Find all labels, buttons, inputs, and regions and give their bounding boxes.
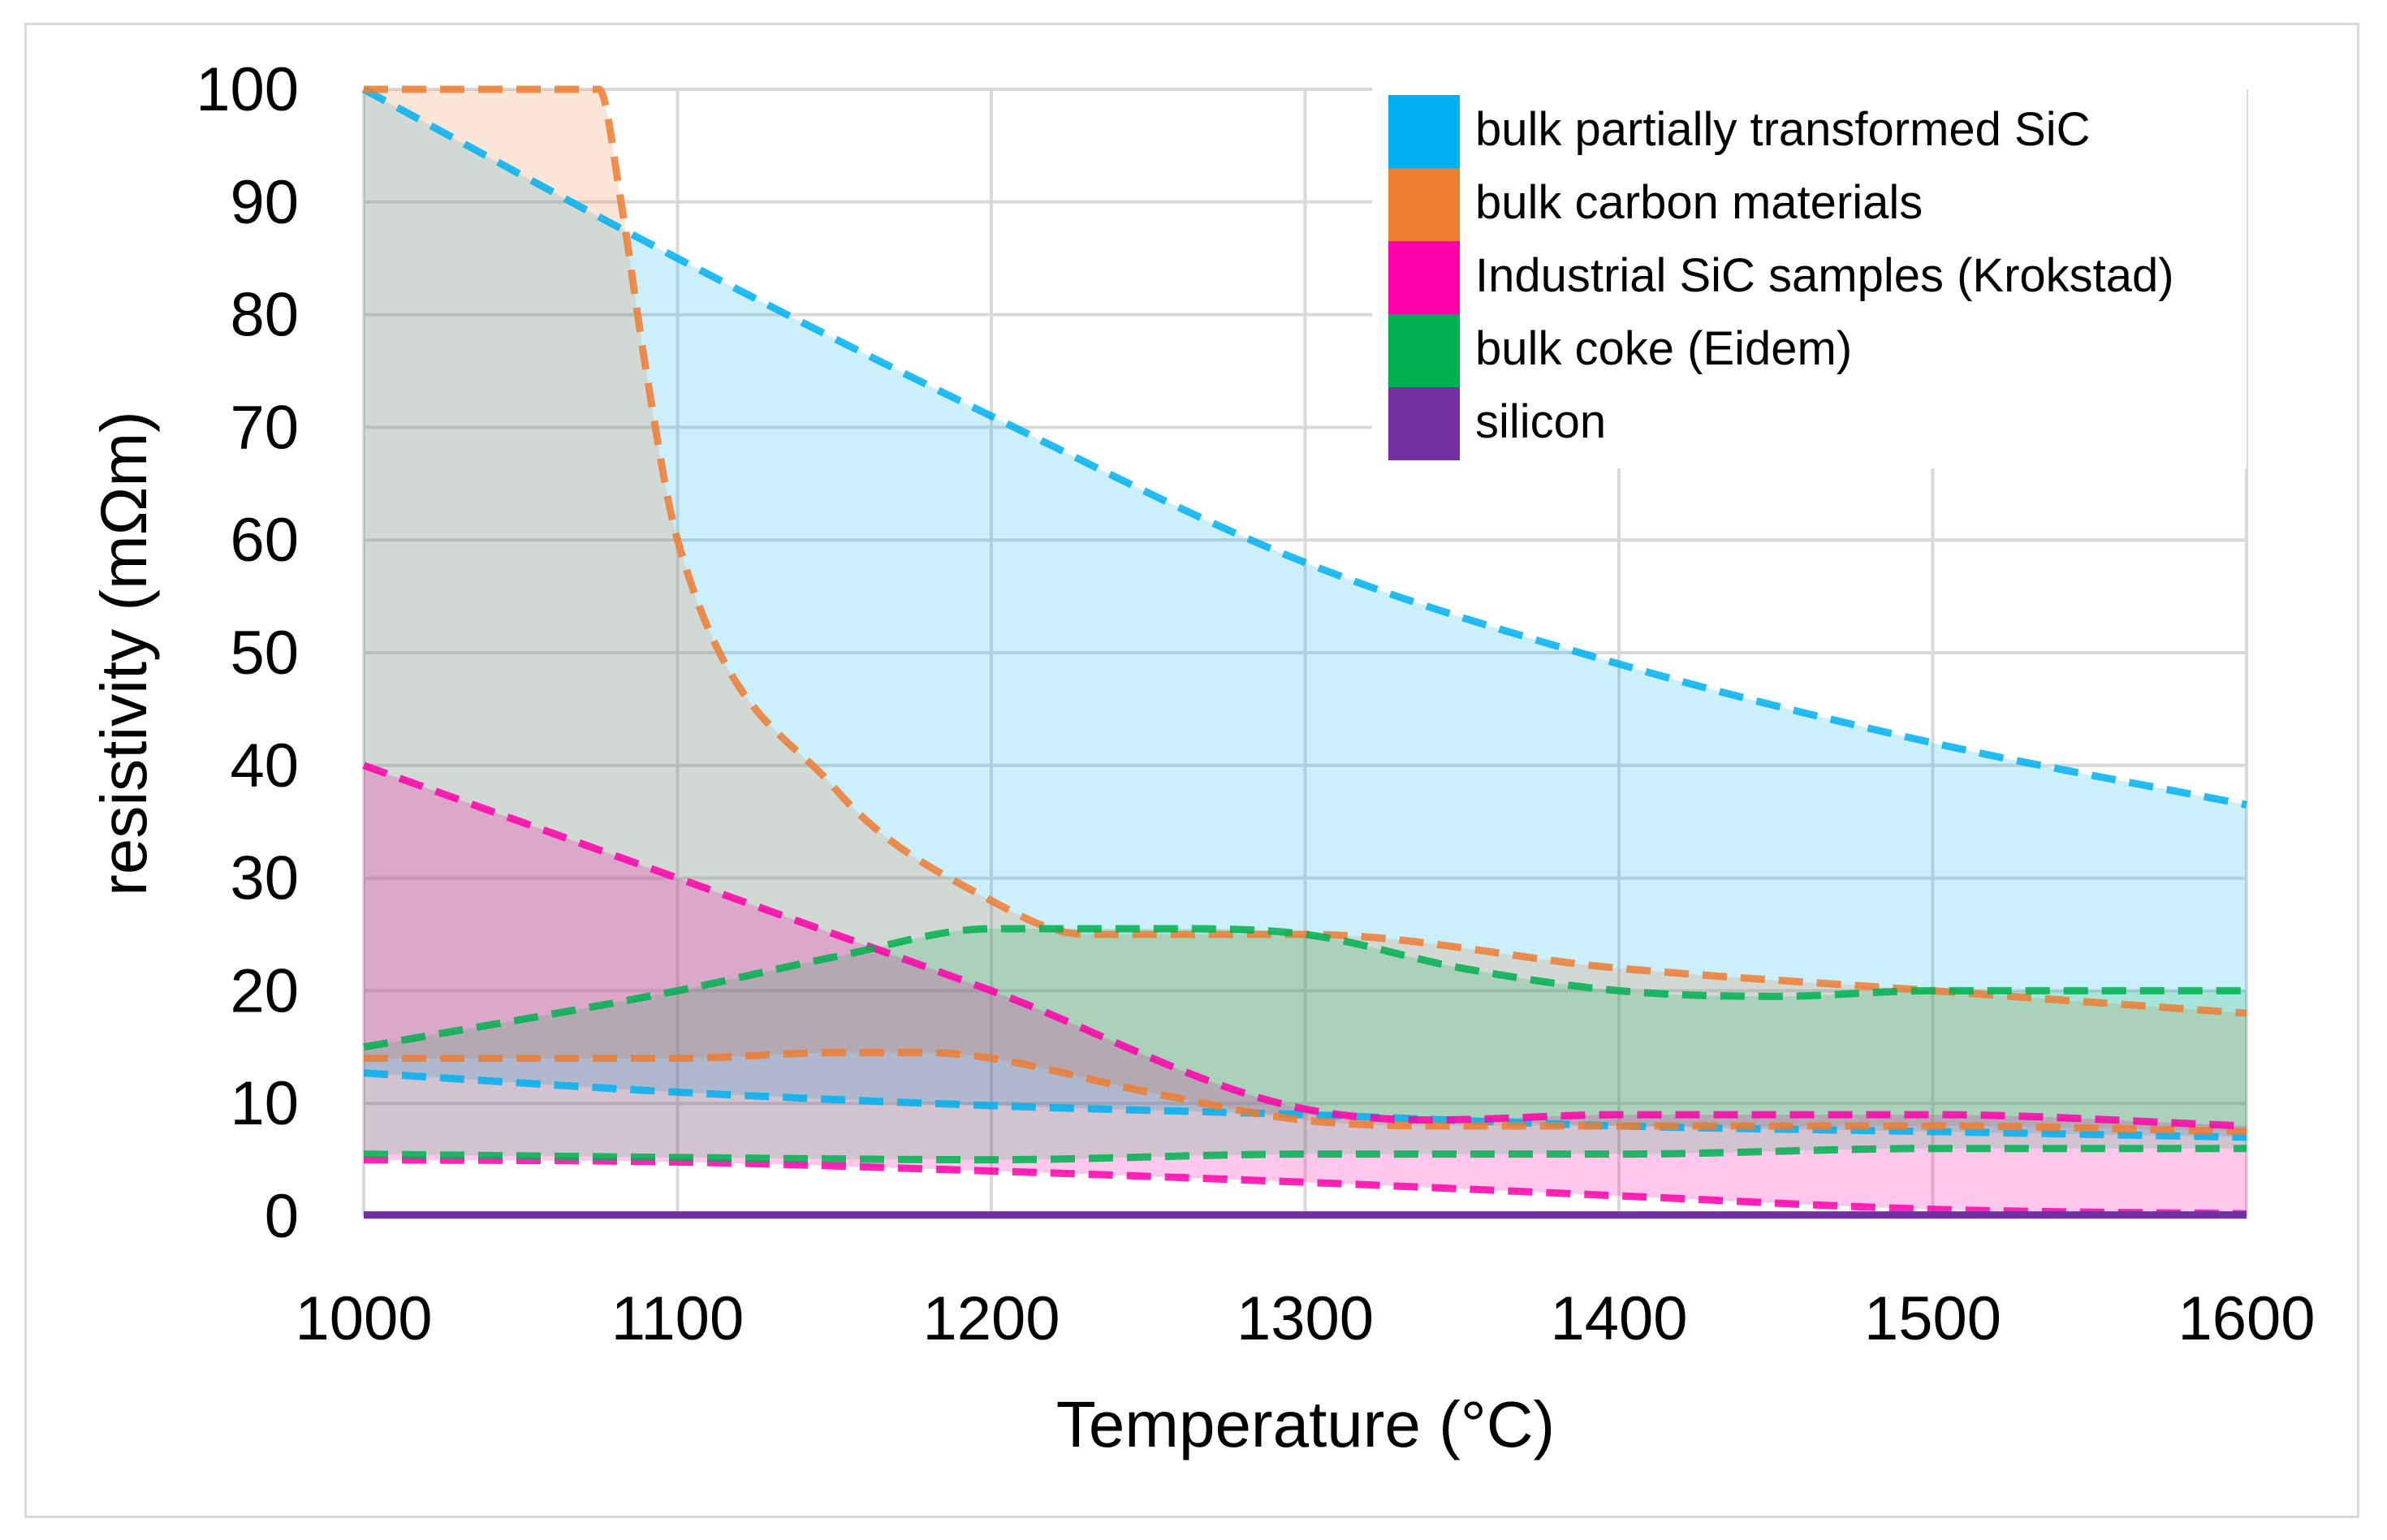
band-fill-bulk-carbon-materials [364, 89, 2247, 1132]
band-lines [361, 85, 2247, 1219]
y-tick-label-50: 50 [230, 619, 299, 688]
y-tick-label-0: 0 [265, 1182, 299, 1251]
x-tick-label-1400: 1400 [1550, 1284, 1687, 1353]
band-upper-line-bulk-partially-transformed-sic [361, 86, 2247, 809]
x-tick-label-1200: 1200 [922, 1284, 1060, 1353]
y-tick-label-10: 10 [230, 1069, 299, 1138]
band-lower-line-industrial-sic-samples-krokstad [363, 1156, 2247, 1218]
legend: bulk partially transformed SiC bulk carbo… [1372, 87, 2247, 468]
legend-label-industrial-sic-samples-krokstad: Industrial SiC samples (Krokstad) [1475, 249, 2174, 302]
legend-label-silicon: silicon [1475, 395, 1606, 448]
legend-swatch-silicon [1388, 387, 1460, 460]
y-axis-title: resistivity (mΩm) [88, 411, 160, 896]
legend-swatch-bulk-coke-eidem [1388, 314, 1460, 387]
y-tick-label-90: 90 [230, 168, 299, 237]
x-tick-label-1500: 1500 [1864, 1284, 2001, 1353]
legend-swatch-bulk-carbon-materials [1388, 168, 1460, 241]
y-tick-label-30: 30 [230, 844, 299, 913]
tick-labels: 0 10 20 30 40 50 60 70 80 90 100 1000 1100 1200 1300 14… [196, 55, 2315, 1353]
band-lower-line-bulk-coke-eidem [363, 1145, 2247, 1164]
legend-label-bulk-partially-transformed-sic: bulk partially transformed SiC [1475, 103, 2091, 156]
y-tick-label-80: 80 [230, 281, 299, 350]
y-tick-label-70: 70 [230, 393, 299, 462]
band-upper-line-industrial-sic-samples-krokstad [362, 761, 2247, 1130]
x-tick-label-1600: 1600 [2178, 1284, 2315, 1353]
band-lower-line-bulk-partially-transformed-sic [363, 1069, 2247, 1141]
x-tick-label-1000: 1000 [295, 1284, 432, 1353]
legend-swatch-bulk-partially-transformed-sic [1388, 95, 1460, 168]
legend-swatch-industrial-sic-samples-krokstad [1388, 241, 1460, 314]
legend-background [1372, 87, 2247, 468]
legend-label-bulk-carbon-materials: bulk carbon materials [1475, 176, 1923, 229]
y-tick-label-20: 20 [230, 956, 299, 1025]
y-tick-label-40: 40 [230, 731, 299, 800]
x-tick-label-1100: 1100 [611, 1284, 744, 1353]
band-lower-line-bulk-carbon-materials [363, 1049, 2247, 1136]
y-tick-label-100: 100 [196, 55, 299, 124]
band-fill-bulk-partially-transformed-sic [364, 89, 2247, 1137]
y-tick-label-60: 60 [230, 506, 299, 575]
legend-label-bulk-coke-eidem: bulk coke (Eidem) [1475, 322, 1852, 375]
x-tick-label-1300: 1300 [1237, 1284, 1374, 1353]
band-upper-line-bulk-coke-eidem [363, 925, 2247, 1051]
band-upper-line-bulk-carbon-materials [364, 85, 2247, 1017]
x-axis-title: Temperature (°C) [1056, 1388, 1555, 1460]
